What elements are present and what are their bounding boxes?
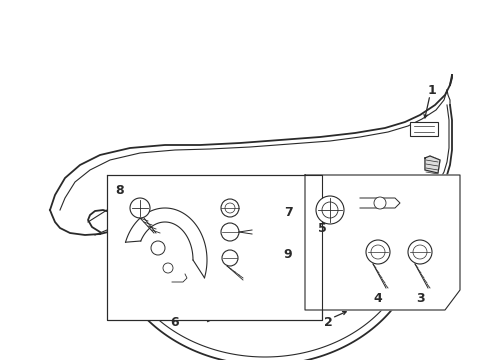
Text: 3: 3 xyxy=(416,292,424,305)
Text: 1: 1 xyxy=(428,84,437,96)
Circle shape xyxy=(225,203,235,213)
Text: 5: 5 xyxy=(318,221,327,234)
Circle shape xyxy=(366,240,390,264)
Circle shape xyxy=(322,202,338,218)
Circle shape xyxy=(408,240,432,264)
Text: 8: 8 xyxy=(116,184,124,197)
Circle shape xyxy=(221,223,239,241)
Circle shape xyxy=(371,245,385,259)
Polygon shape xyxy=(305,175,460,310)
Bar xyxy=(107,175,322,320)
Circle shape xyxy=(222,250,238,266)
Circle shape xyxy=(413,245,427,259)
Circle shape xyxy=(163,263,173,273)
Polygon shape xyxy=(425,156,440,173)
Text: 6: 6 xyxy=(171,316,179,329)
Text: 4: 4 xyxy=(374,292,382,305)
Circle shape xyxy=(221,199,239,217)
Circle shape xyxy=(316,196,344,224)
Text: 7: 7 xyxy=(284,206,293,219)
Bar xyxy=(410,122,438,136)
Text: 9: 9 xyxy=(284,248,293,261)
Circle shape xyxy=(130,198,150,218)
Circle shape xyxy=(151,241,165,255)
Text: 2: 2 xyxy=(323,315,332,328)
Circle shape xyxy=(374,197,386,209)
